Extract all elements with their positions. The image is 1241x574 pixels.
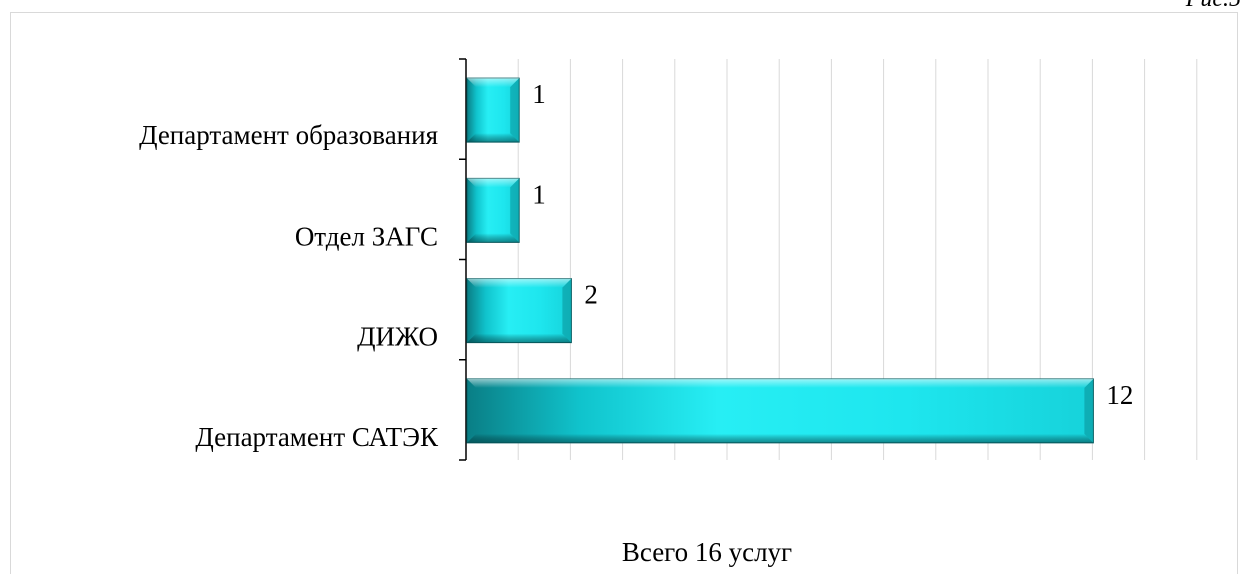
bar xyxy=(466,77,520,143)
bar-bevel-right xyxy=(562,278,572,343)
chart-area xyxy=(10,12,1238,574)
bar-body xyxy=(466,278,572,344)
category-label: Отдел ЗАГС xyxy=(295,221,438,251)
data-label: 2 xyxy=(584,280,598,310)
figure-label: Рис.5 xyxy=(1186,0,1241,13)
bar-bevel-bottom xyxy=(467,133,520,143)
bar-body xyxy=(466,77,520,143)
bar-bevel-right xyxy=(510,178,520,243)
x-axis-title: Всего 16 услуг xyxy=(622,537,792,567)
bar-bevel-top xyxy=(467,78,520,88)
bar-body xyxy=(466,378,1094,444)
bar-body xyxy=(466,177,520,243)
bar-bevel-right xyxy=(1084,378,1094,443)
category-label: ДИЖО xyxy=(357,322,438,352)
bar xyxy=(466,378,1094,444)
bar-bevel-top xyxy=(467,278,572,288)
data-label: 12 xyxy=(1106,380,1133,410)
category-label: Департамент образования xyxy=(139,120,438,150)
bar-bevel-bottom xyxy=(467,233,520,243)
bars xyxy=(466,77,1094,444)
category-label: Департамент САТЭК xyxy=(195,422,439,452)
bar-bevel-top xyxy=(467,378,1094,388)
labels: 1 Департамент образования 1 Отдел ЗАГС 2 ДИЖО… xyxy=(139,79,1133,452)
bar-bevel-bottom xyxy=(467,333,572,343)
bar xyxy=(466,278,572,344)
y-axis xyxy=(459,58,467,461)
bar xyxy=(466,177,520,243)
bar-bevel-right xyxy=(510,78,520,143)
bar-bevel-top xyxy=(467,178,520,188)
bar-bevel-bottom xyxy=(467,433,1094,443)
data-label: 1 xyxy=(532,79,546,109)
data-label: 1 xyxy=(532,179,546,209)
